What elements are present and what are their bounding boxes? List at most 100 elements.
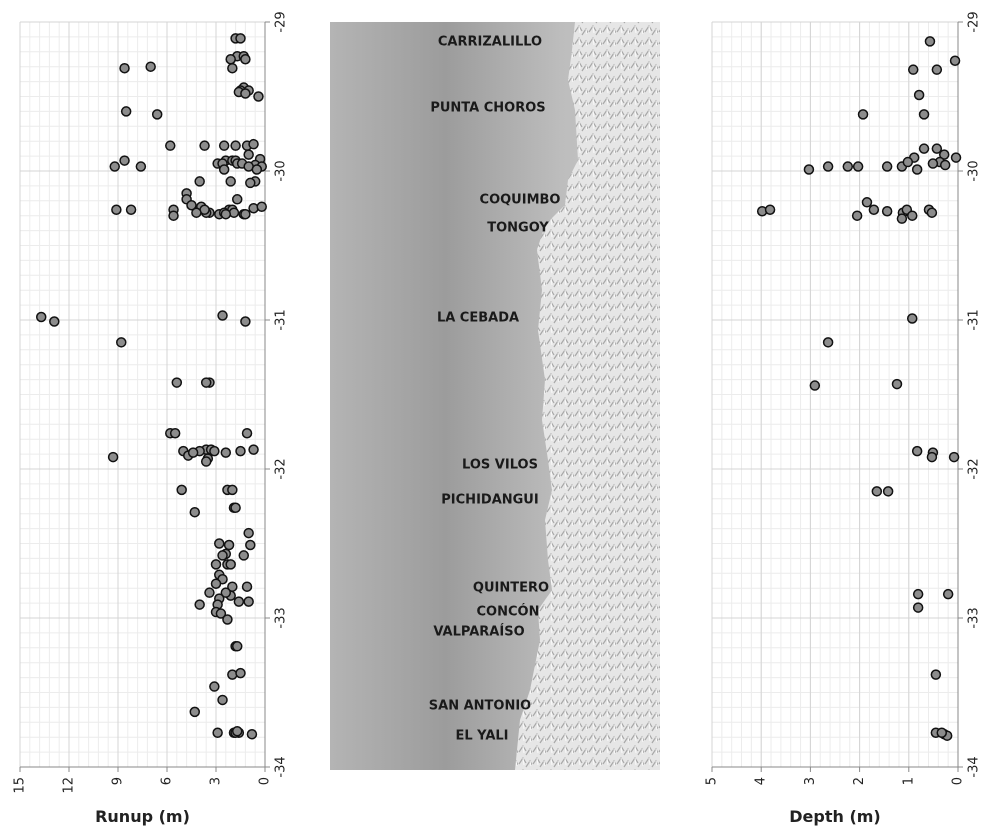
point xyxy=(903,158,912,167)
point xyxy=(177,485,186,494)
point xyxy=(122,107,131,116)
point xyxy=(172,378,181,387)
x-tick-label: 9 xyxy=(111,777,126,785)
point xyxy=(195,600,204,609)
point xyxy=(920,110,929,119)
point xyxy=(218,695,227,704)
point xyxy=(909,65,918,74)
map-label: COQUIMBO xyxy=(480,193,561,208)
point xyxy=(236,34,245,43)
point xyxy=(110,162,119,171)
point xyxy=(200,141,209,150)
point xyxy=(218,551,227,560)
point xyxy=(231,503,240,512)
map-label: SAN ANTONIO xyxy=(429,699,531,714)
point xyxy=(228,485,237,494)
point xyxy=(941,161,950,170)
point xyxy=(244,529,253,538)
y-tick-label: -29 xyxy=(274,11,289,32)
point xyxy=(190,508,199,517)
point xyxy=(915,91,924,100)
point xyxy=(927,453,936,462)
point xyxy=(212,560,221,569)
point xyxy=(241,317,250,326)
x-axis-label: Runup (m) xyxy=(95,807,190,826)
point xyxy=(859,110,868,119)
point xyxy=(243,429,252,438)
point xyxy=(914,590,923,599)
point xyxy=(252,165,261,174)
map-label: PICHIDANGUI xyxy=(441,493,538,508)
point xyxy=(937,728,946,737)
point xyxy=(166,141,175,150)
point xyxy=(239,551,248,560)
point xyxy=(225,540,234,549)
x-tick-label: 3 xyxy=(803,777,818,785)
point xyxy=(210,682,219,691)
point xyxy=(872,487,881,496)
y-tick-label: -34 xyxy=(967,756,982,777)
point xyxy=(920,144,929,153)
point xyxy=(869,205,878,214)
x-tick-label: 2 xyxy=(852,777,867,785)
point xyxy=(247,730,256,739)
point xyxy=(913,447,922,456)
point xyxy=(951,56,960,65)
x-tick-label: 4 xyxy=(754,777,769,785)
page: CARRIZALILLO PUNTA CHOROS COQUIMBO TONGO… xyxy=(0,0,995,835)
x-tick-label: 3 xyxy=(209,777,224,785)
point xyxy=(233,727,242,736)
point xyxy=(221,210,230,219)
x-tick-label: 15 xyxy=(13,777,28,794)
point xyxy=(226,177,235,186)
point xyxy=(189,448,198,457)
map-label: QUINTERO xyxy=(473,581,549,596)
point xyxy=(120,64,129,73)
point xyxy=(205,588,214,597)
point xyxy=(195,177,204,186)
point xyxy=(908,211,917,220)
point xyxy=(824,338,833,347)
point xyxy=(233,642,242,651)
point xyxy=(213,728,222,737)
point xyxy=(202,457,211,466)
map-label: EL YALI xyxy=(455,729,508,744)
point xyxy=(246,540,255,549)
point xyxy=(249,445,258,454)
point xyxy=(241,89,250,98)
point xyxy=(202,378,211,387)
y-tick-label: -30 xyxy=(967,160,982,181)
y-tick-label: -33 xyxy=(274,607,289,628)
x-tick-label: 1 xyxy=(901,777,916,785)
point xyxy=(884,487,893,496)
point xyxy=(932,65,941,74)
point xyxy=(220,141,229,150)
map-label: PUNTA CHOROS xyxy=(430,101,545,116)
point xyxy=(231,141,240,150)
point xyxy=(254,92,263,101)
point xyxy=(925,37,934,46)
point xyxy=(908,314,917,323)
point xyxy=(892,380,901,389)
point xyxy=(221,448,230,457)
map-label: CARRIZALILLO xyxy=(438,35,542,50)
point xyxy=(244,597,253,606)
point xyxy=(952,153,961,162)
y-tick-label: -34 xyxy=(274,756,289,777)
x-tick-label: 5 xyxy=(705,777,720,785)
point xyxy=(50,317,59,326)
point xyxy=(236,447,245,456)
point xyxy=(136,162,145,171)
point xyxy=(241,210,250,219)
point xyxy=(944,590,953,599)
point xyxy=(210,447,219,456)
point xyxy=(766,205,775,214)
point xyxy=(37,313,46,322)
y-tick-label: -29 xyxy=(967,11,982,32)
point xyxy=(931,670,940,679)
point xyxy=(854,162,863,171)
point xyxy=(215,539,224,548)
point xyxy=(883,162,892,171)
point xyxy=(234,597,243,606)
